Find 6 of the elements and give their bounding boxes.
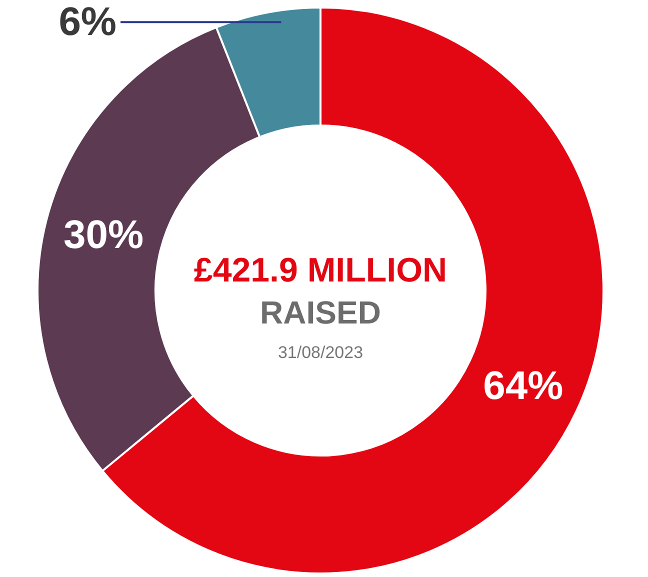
data-label: 64% bbox=[483, 364, 564, 408]
text: 31/08/2023 bbox=[278, 343, 364, 362]
data-label: 6% bbox=[58, 0, 116, 44]
data-label: 30% bbox=[64, 212, 144, 257]
text: RAISED bbox=[260, 294, 381, 330]
text: £421.9 MILLION bbox=[194, 252, 448, 290]
